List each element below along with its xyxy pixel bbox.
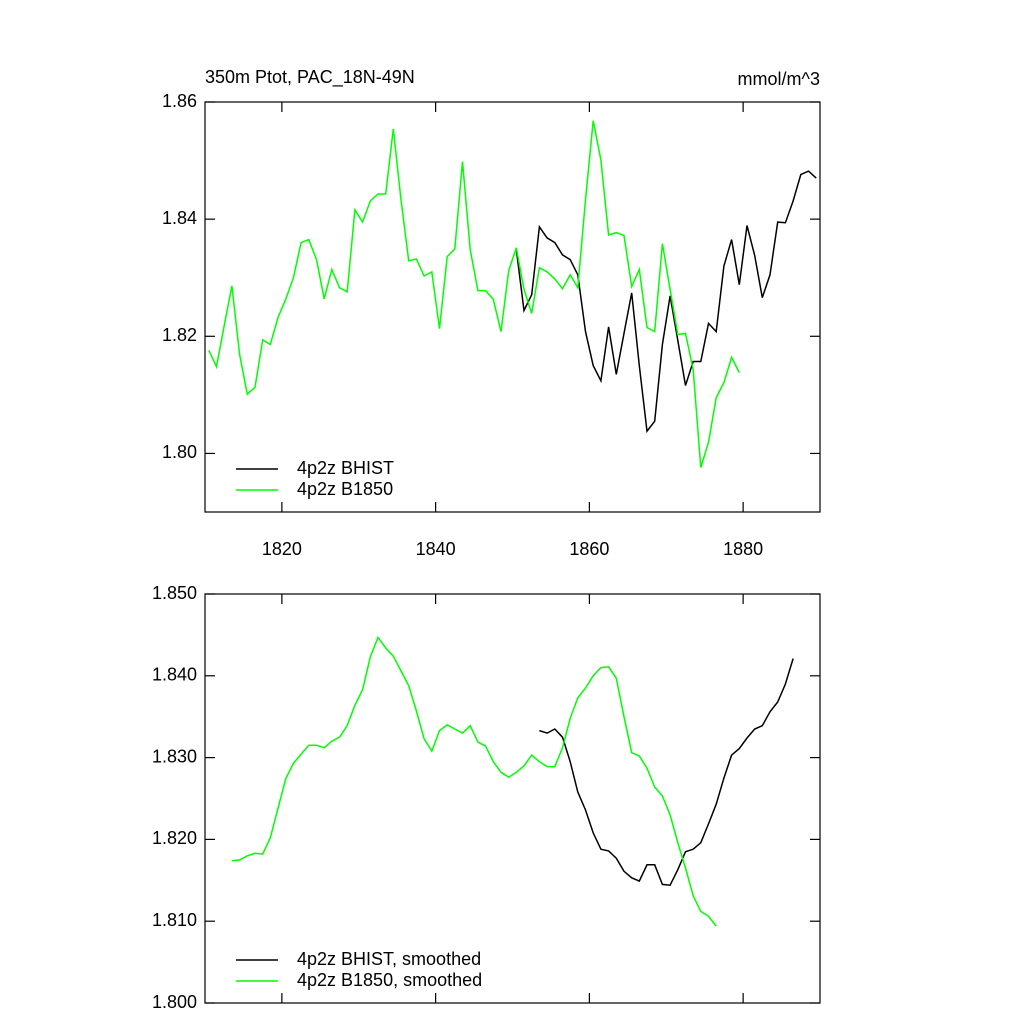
series-line xyxy=(515,170,817,434)
plot-frame xyxy=(204,593,821,1004)
series-line xyxy=(231,635,717,927)
legend-label: 4p2z BHIST, smoothed xyxy=(297,949,481,969)
y-tick-label: 1.800 xyxy=(152,992,197,1012)
y-tick-label: 1.80 xyxy=(162,442,197,462)
legend-label: 4p2z BHIST xyxy=(297,458,394,478)
y-tick-label: 1.850 xyxy=(152,583,197,603)
y-tick-label: 1.86 xyxy=(162,91,197,111)
x-tick-label: 1880 xyxy=(723,539,763,559)
legend-label: 4p2z B1850, smoothed xyxy=(297,970,482,990)
y-tick-label: 1.820 xyxy=(152,828,197,848)
series-line xyxy=(208,120,740,468)
legend-label: 4p2z B1850 xyxy=(297,479,393,499)
y-tick-label: 1.82 xyxy=(162,325,197,345)
x-tick-label: 1860 xyxy=(569,539,609,559)
y-tick-label: 1.840 xyxy=(152,665,197,685)
y-tick-label: 1.84 xyxy=(162,208,197,228)
chart-title: 350m Ptot, PAC_18N-49N xyxy=(205,67,415,88)
x-tick-label: 1820 xyxy=(262,539,302,559)
x-tick-label: 1840 xyxy=(416,539,456,559)
y-tick-label: 1.810 xyxy=(152,910,197,930)
units-label: mmol/m^3 xyxy=(738,69,820,89)
plot-frame xyxy=(204,101,821,513)
y-tick-label: 1.830 xyxy=(152,746,197,766)
series-line xyxy=(539,658,794,886)
